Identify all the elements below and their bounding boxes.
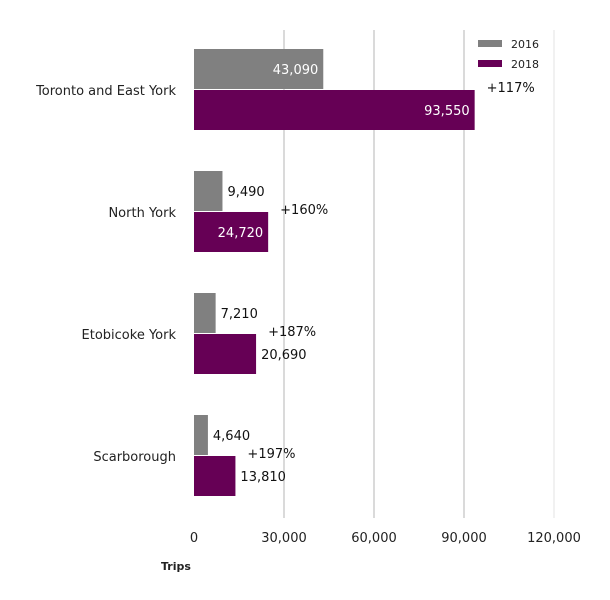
x-tick-label: 30,000	[261, 531, 307, 546]
change-label: +187%	[268, 325, 316, 340]
x-axis-title: Trips	[161, 560, 191, 573]
category-label: North York	[108, 206, 176, 221]
legend-label: 2016	[511, 38, 539, 51]
change-label: +117%	[487, 81, 535, 96]
legend-swatch-2016	[478, 40, 502, 47]
data-label: 7,210	[221, 307, 258, 322]
category-label: Scarborough	[93, 450, 176, 465]
legend-swatch-2018	[478, 60, 502, 67]
bar-2016-2	[194, 293, 216, 333]
x-tick-label: 0	[190, 531, 198, 546]
x-tick-label: 60,000	[351, 531, 397, 546]
data-label: 20,690	[261, 348, 307, 363]
x-tick-label: 90,000	[441, 531, 487, 546]
bar-2016-0	[194, 49, 324, 89]
bar-2016-1	[194, 171, 223, 211]
category-label: Toronto and East York	[35, 84, 176, 99]
change-label: +160%	[280, 203, 328, 218]
category-label: Etobicoke York	[82, 328, 177, 343]
data-label: 9,490	[227, 185, 264, 200]
bar-2016-3	[194, 415, 208, 455]
data-label: 43,090	[273, 63, 319, 78]
data-label: 4,640	[213, 429, 250, 444]
change-label: +197%	[247, 447, 295, 462]
bar-2018-3	[194, 456, 236, 496]
x-tick-label: 120,000	[527, 531, 581, 546]
data-label: 13,810	[240, 470, 286, 485]
bar-2018-2	[194, 334, 257, 374]
legend-label: 2018	[511, 58, 539, 71]
data-label: 24,720	[218, 226, 264, 241]
data-label: 93,550	[424, 104, 470, 119]
bar-2018-0	[194, 90, 475, 130]
bar-2018-1	[194, 212, 269, 252]
